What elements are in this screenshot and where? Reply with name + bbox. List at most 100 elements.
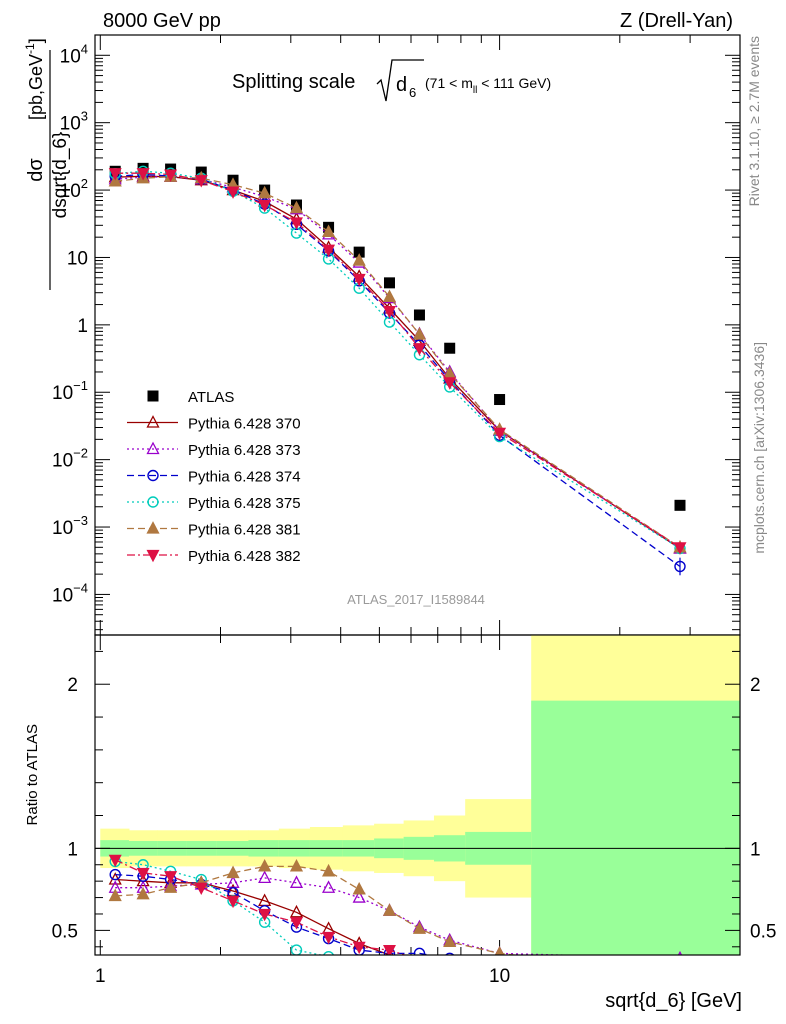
- y-tick-label: 10−2: [52, 446, 88, 472]
- series-line: [115, 176, 681, 550]
- series-pythia-6.428-382: [108, 168, 687, 555]
- ratio-y-tick-label-left: 0.5: [52, 921, 78, 942]
- legend-marker: [147, 496, 159, 508]
- data-point: [493, 427, 507, 441]
- y-tick-label: 10: [67, 248, 88, 269]
- ratio-point: [322, 931, 336, 945]
- x-tick-label: 10: [489, 966, 510, 987]
- ratio-point: [289, 875, 304, 888]
- y-tick-label: 10−1: [52, 378, 88, 404]
- ratio-point: [444, 957, 455, 968]
- legend-item: Pythia 6.428 381: [127, 521, 301, 539]
- ratio-point: [323, 950, 335, 955]
- legend-item: Pythia 6.428 375: [127, 495, 301, 512]
- data-point: [136, 168, 150, 181]
- ratio-y-tick-label-left: 2: [67, 675, 78, 696]
- svg-text:6: 6: [409, 85, 416, 100]
- legend-marker: [146, 521, 160, 534]
- svg-text:dsqrt{d_6}: dsqrt{d_6}: [50, 132, 71, 219]
- ratio-point: [674, 969, 685, 980]
- plot-title-sqrt: d 6 (71 < mll < 111 GeV): [376, 59, 551, 102]
- ratio-point: [194, 882, 208, 896]
- data-point: [412, 327, 427, 340]
- data-point: [289, 200, 304, 214]
- data-point: [413, 309, 425, 321]
- data-point: [382, 289, 397, 303]
- ratio-band-inner: [531, 700, 740, 955]
- svg-text:dσ: dσ: [25, 158, 47, 182]
- main-panel: Splitting scale d 6 (71 < mll < 111 GeV)…: [23, 34, 741, 955]
- rivet-label: Rivet 3.1.10, ≥ 2.7M events: [746, 36, 762, 206]
- ratio-point: [412, 921, 427, 934]
- ratio-point: [445, 952, 455, 955]
- data-point: [108, 173, 122, 187]
- ratio-point: [674, 969, 685, 980]
- data-point: [673, 542, 687, 555]
- ratio-axis-ticks: [95, 650, 740, 948]
- legend-marker: [146, 549, 160, 563]
- ratio-point: [352, 941, 366, 955]
- ratio-point: [352, 890, 366, 903]
- x-axis-title: sqrt{d_6} [GeV]: [605, 990, 742, 1012]
- legend-label: ATLAS: [188, 389, 234, 406]
- ratio-point: [354, 960, 364, 970]
- ratio-point: [445, 963, 455, 973]
- ratio-point: [321, 863, 336, 877]
- y-tick-label: 103: [60, 109, 88, 135]
- data-point: [194, 175, 208, 188]
- data-point: [165, 163, 177, 175]
- ratio-point: [494, 945, 505, 955]
- plot-title: Splitting scale: [232, 71, 355, 93]
- ratio-point: [412, 954, 426, 955]
- header-left: 8000 GeV pp: [103, 10, 221, 32]
- ratio-point: [226, 865, 240, 879]
- data-point: [674, 499, 686, 511]
- ratio-panel: 0.5 0.5 1 1 2 2 1 10 Ratio to ATLAS sqrt{d_6} […: [24, 634, 777, 1012]
- ratio-point: [444, 962, 455, 973]
- header-right: Z (Drell-Yan): [620, 10, 733, 32]
- data-point: [289, 217, 303, 230]
- ratio-point: [443, 934, 457, 948]
- ratio-line: [115, 865, 521, 955]
- data-point: [494, 394, 506, 406]
- ratio-point: [493, 954, 507, 955]
- ratio-point: [289, 858, 304, 872]
- ratio-point: [674, 967, 685, 978]
- ratio-tick-labels: 0.5 0.5 1 1 2 2 1 10: [52, 675, 777, 987]
- legend-label: Pythia 6.428 375: [188, 495, 301, 512]
- data-point: [353, 246, 365, 258]
- legend-marker: [147, 390, 159, 402]
- ratio-point: [289, 904, 304, 918]
- data-point: [352, 273, 366, 287]
- legend-marker: [146, 415, 160, 428]
- y-tick-label: 104: [60, 41, 88, 67]
- ratio-point: [413, 947, 426, 955]
- ratio-y-axis-title: Ratio to ATLAS: [24, 724, 41, 825]
- y-tick-label: 10−4: [52, 580, 88, 606]
- ratio-point: [382, 903, 397, 916]
- data-point: [383, 277, 395, 289]
- ratio-point: [258, 870, 272, 884]
- ratio-point: [352, 881, 366, 895]
- data-point: [258, 199, 272, 213]
- data-point: [444, 342, 456, 354]
- ratio-point: [385, 947, 394, 955]
- data-point: [108, 168, 122, 181]
- ratio-point: [164, 880, 178, 893]
- legend-marker: [147, 469, 159, 482]
- svg-text:[pb,GeV-1]: [pb,GeV-1]: [23, 38, 46, 120]
- svg-text:d: d: [396, 74, 407, 96]
- series-pythia-6.428-374: [109, 168, 686, 576]
- ratio-point: [290, 944, 303, 955]
- x-tick-label: 1: [95, 966, 106, 987]
- ratio-point: [414, 965, 424, 975]
- mcplots-label: mcplots.cern.ch [arXiv:1306.3436]: [751, 342, 767, 554]
- legend-item: Pythia 6.428 373: [127, 441, 301, 459]
- ratio-point: [384, 965, 394, 975]
- ratio-line: [114, 859, 407, 955]
- series-line: [115, 170, 681, 550]
- ratio-point: [289, 917, 303, 930]
- ratio-line: [115, 877, 583, 955]
